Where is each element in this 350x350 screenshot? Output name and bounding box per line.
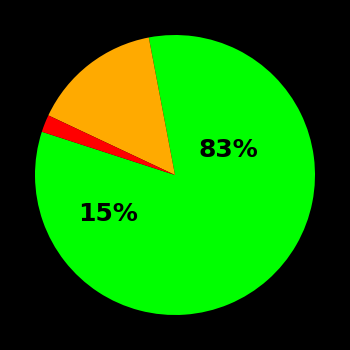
- Wedge shape: [48, 37, 175, 175]
- Text: 83%: 83%: [198, 138, 258, 162]
- Wedge shape: [35, 35, 315, 315]
- Wedge shape: [42, 116, 175, 175]
- Text: 15%: 15%: [78, 202, 138, 226]
